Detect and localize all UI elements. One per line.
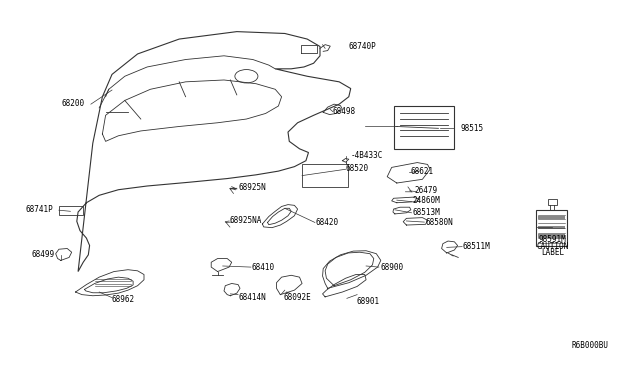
Text: 68498: 68498 bbox=[333, 107, 356, 116]
Text: 68520: 68520 bbox=[346, 164, 369, 173]
Bar bbox=[538, 234, 565, 238]
Text: 68414N: 68414N bbox=[239, 293, 266, 302]
Text: 68513M: 68513M bbox=[413, 208, 440, 217]
Text: 68741P: 68741P bbox=[26, 205, 53, 214]
Text: 24860M: 24860M bbox=[413, 196, 440, 205]
Text: 68580N: 68580N bbox=[426, 218, 453, 227]
Text: LABEL: LABEL bbox=[541, 248, 564, 257]
Text: 68410: 68410 bbox=[252, 263, 275, 272]
Text: 68511M: 68511M bbox=[463, 242, 490, 251]
Text: 68200: 68200 bbox=[62, 99, 85, 108]
Text: 68901: 68901 bbox=[356, 297, 380, 306]
Text: -4B433C: -4B433C bbox=[351, 151, 383, 160]
Text: 68740P: 68740P bbox=[349, 42, 376, 51]
Text: 98515: 98515 bbox=[461, 124, 484, 133]
Bar bbox=[536, 210, 567, 246]
Bar bbox=[394, 106, 454, 149]
Text: 68900: 68900 bbox=[380, 263, 403, 272]
Text: R6B000BU: R6B000BU bbox=[571, 341, 608, 350]
Text: CAUTION: CAUTION bbox=[536, 242, 568, 251]
Text: 68092E: 68092E bbox=[284, 293, 311, 302]
Text: 98591M: 98591M bbox=[538, 235, 566, 244]
Bar bbox=[538, 226, 565, 229]
Bar bbox=[538, 216, 565, 219]
Text: 68499: 68499 bbox=[31, 250, 54, 259]
Text: 26479: 26479 bbox=[415, 186, 438, 195]
Bar bbox=[302, 164, 348, 187]
Bar bbox=[548, 199, 557, 205]
Text: 68962: 68962 bbox=[112, 295, 135, 304]
Text: 68420: 68420 bbox=[316, 218, 339, 227]
Text: 68621: 68621 bbox=[411, 167, 434, 176]
Bar bbox=[59, 206, 83, 215]
Text: 68925NA: 68925NA bbox=[229, 216, 262, 225]
Text: 68925N: 68925N bbox=[238, 183, 266, 192]
